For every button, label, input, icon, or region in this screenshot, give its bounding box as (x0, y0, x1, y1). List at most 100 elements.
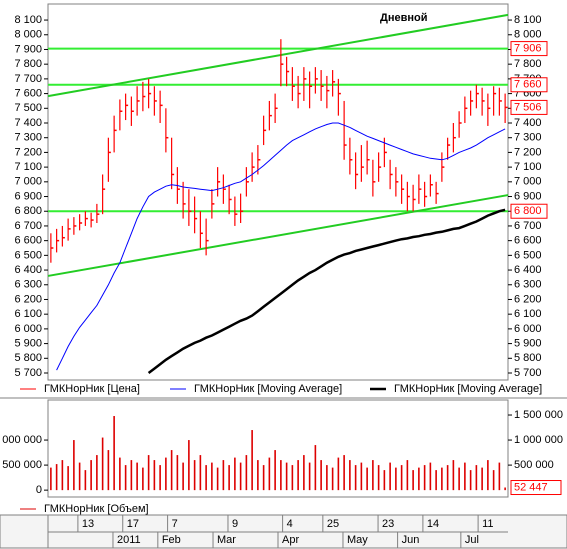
last-price-label: 7 506 (514, 101, 542, 113)
volume-bar (136, 462, 138, 491)
volume-bar (268, 457, 271, 491)
volume-bar (251, 430, 253, 491)
y-tick-label: 7 800 (514, 58, 542, 70)
volume-bar (182, 462, 184, 491)
volume-bar (429, 462, 432, 491)
volume-plot (47, 399, 509, 498)
y-tick-label: 6 500 (514, 249, 542, 261)
month-label: Jul (465, 534, 479, 546)
volume-bar (61, 460, 64, 491)
y-tick-label: 7 300 (14, 132, 42, 144)
y-tick-label: 6 600 (14, 235, 42, 247)
month-label: Mar (217, 534, 236, 546)
volume-bar (228, 465, 230, 491)
y-tick-label: 5 800 (14, 352, 42, 364)
volume-bar (239, 462, 242, 491)
y-tick-label: 0 (36, 484, 42, 496)
volume-bar (78, 462, 81, 491)
y-tick-label: 6 300 (514, 279, 542, 291)
trend-line (47, 13, 509, 98)
y-tick-label: 7 000 (14, 176, 42, 188)
x-tick-label: 25 (327, 518, 339, 530)
y-tick-label: 6 300 (14, 279, 42, 291)
volume-bar (481, 467, 483, 491)
volume-bar (199, 455, 202, 491)
volume-bar (360, 462, 363, 491)
y-tick-label: 5 700 (514, 367, 542, 379)
y-tick-label: 7 700 (14, 73, 42, 85)
volume-bar (84, 470, 87, 491)
volume-bar (107, 450, 110, 491)
trend-line (47, 194, 509, 277)
volume-bar (153, 460, 156, 491)
y-tick-label: 6 900 (514, 190, 542, 202)
volume-bar (331, 467, 334, 491)
volume-bar (441, 467, 443, 491)
volume-bar (50, 467, 52, 491)
y-tick-label: 6 500 (14, 249, 42, 261)
y-tick-label: 8 100 (14, 14, 42, 26)
y-tick-label: 8 100 (514, 14, 542, 26)
volume-bar (412, 470, 414, 491)
legend-label: ГМКНорНик [Moving Average] (194, 383, 342, 395)
last-price-box (510, 99, 548, 115)
level-label: 6 800 (514, 205, 542, 217)
y-tick-label: 7 600 (14, 87, 42, 99)
volume-bar (222, 460, 225, 491)
volume-bar (101, 437, 104, 491)
volume-bar (211, 462, 213, 491)
month-label: Apr (282, 534, 299, 546)
y-tick-label: 7 500 (14, 102, 42, 114)
y-tick-label: 1 000 000 (0, 434, 42, 446)
month-label: Feb (162, 534, 181, 546)
volume-bar (119, 457, 121, 491)
volume-bar (366, 467, 368, 491)
volume-bar (446, 465, 449, 491)
volume-bar (354, 465, 357, 491)
y-tick-label: 8 000 (514, 29, 542, 41)
y-tick-label: 6 100 (514, 308, 542, 320)
y2-tick-label: 500 000 (514, 459, 554, 471)
volume-bar (492, 470, 495, 491)
volume-bar (234, 457, 236, 491)
volume-bar (216, 467, 219, 491)
x-tick-label: 13 (82, 518, 94, 530)
y-tick-label: 6 100 (14, 308, 42, 320)
y-tick-label: 6 200 (14, 293, 42, 305)
moving-average (56, 122, 506, 371)
volume-bar (314, 445, 317, 491)
y-tick-label: 7 400 (14, 117, 42, 129)
y-tick-label: 6 700 (14, 220, 42, 232)
volume-bar (297, 460, 299, 491)
x-tick-label: 17 (127, 518, 139, 530)
volume-bar (96, 455, 98, 491)
volume-bar (165, 457, 167, 491)
price-plot (47, 3, 509, 381)
y-tick-label: 6 700 (514, 220, 542, 232)
volume-bar (257, 460, 259, 491)
y-tick-label: 6 200 (514, 293, 542, 305)
y-tick-label: 6 600 (514, 235, 542, 247)
volume-bar (452, 460, 455, 491)
volume-bar (464, 462, 466, 491)
volume-bar (303, 455, 305, 491)
level-box (510, 203, 548, 219)
value-label-box (510, 480, 562, 496)
y-tick-label: 6 400 (514, 264, 542, 276)
volume-bar (458, 467, 460, 491)
moving-average (147, 208, 506, 374)
y-tick-label: 7 200 (14, 146, 42, 158)
volume-bar (435, 470, 437, 491)
volume-bar (475, 465, 478, 491)
y-tick-label: 6 000 (14, 323, 42, 335)
y-tick-label: 6 900 (14, 190, 42, 202)
volume-bar (469, 470, 472, 491)
y-tick-label: 7 100 (14, 161, 42, 173)
y2-tick-label: 1 000 000 (514, 434, 563, 446)
volume-bar (343, 455, 345, 491)
y-tick-label: 6 800 (14, 205, 42, 217)
level-box (510, 77, 548, 93)
y-tick-label: 7 000 (514, 176, 542, 188)
y-tick-label: 7 200 (514, 146, 542, 158)
